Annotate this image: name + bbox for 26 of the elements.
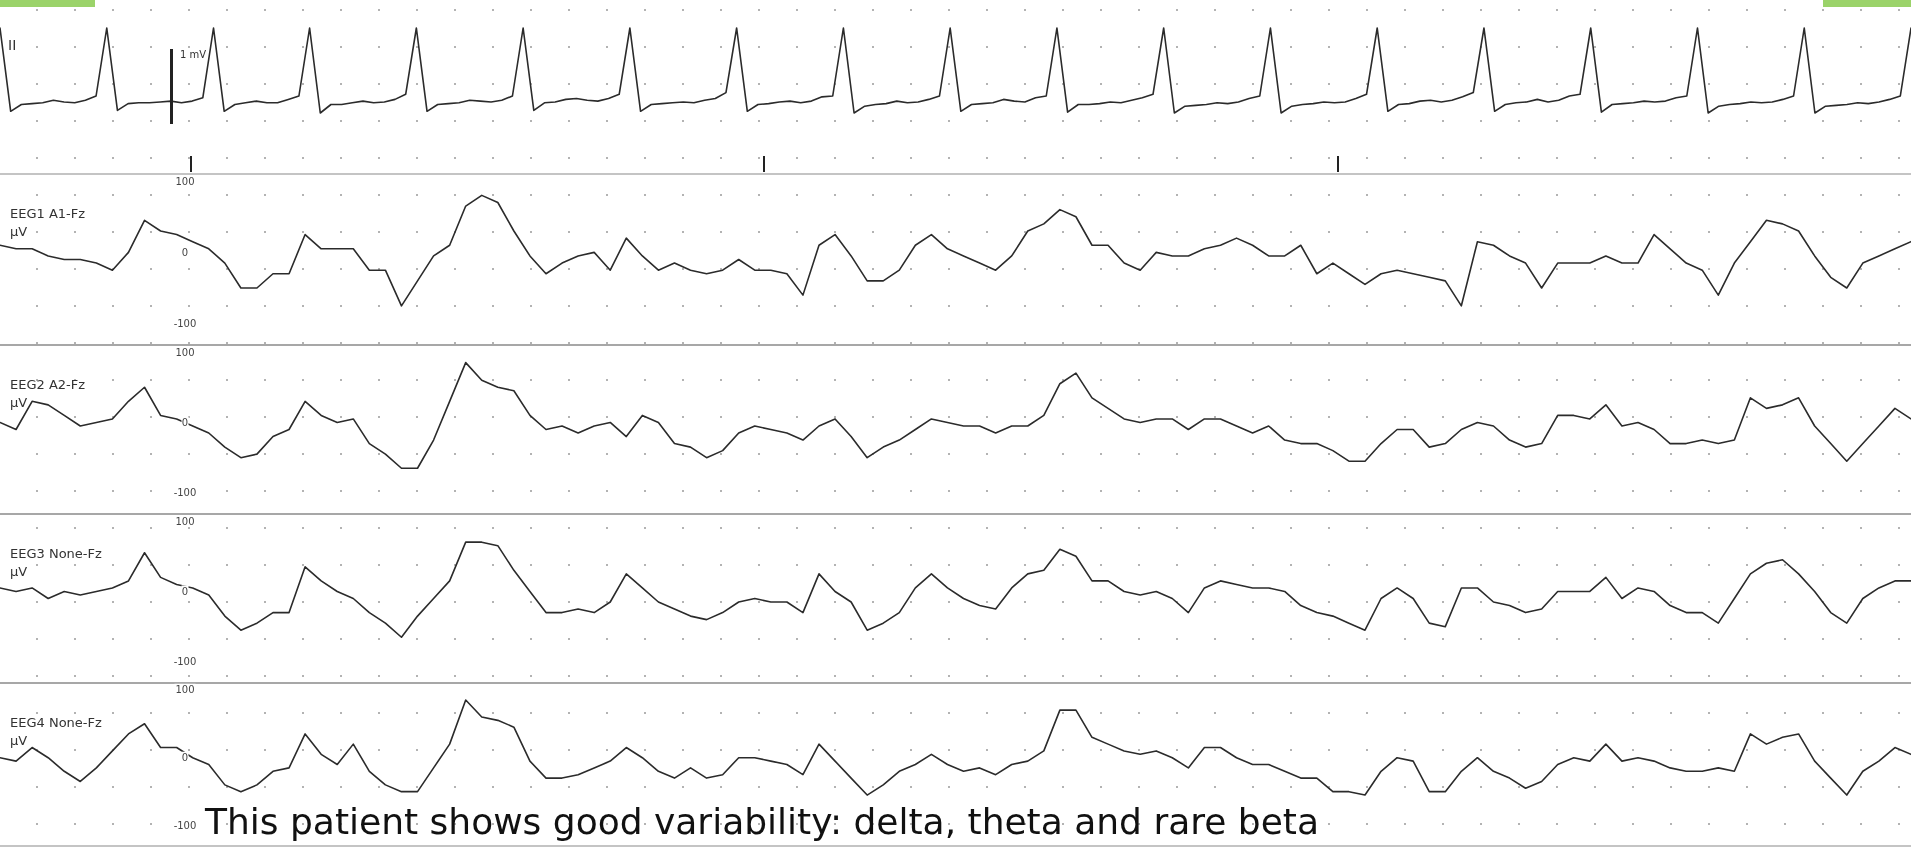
y-tick-label: 100 <box>175 346 195 358</box>
line-series <box>0 541 1911 639</box>
y-tick-label: 0 <box>181 416 189 428</box>
y-tick-label: -100 <box>173 318 197 330</box>
y-axis-title: µV <box>10 395 28 410</box>
text: EEG3 None-Fz <box>10 546 102 561</box>
y-axis-title: µV <box>10 564 28 579</box>
y-tick-label: 100 <box>175 175 195 187</box>
text: EEG4 None-Fz <box>10 715 102 730</box>
y-tick-label: 0 <box>181 585 189 597</box>
annotation: 1 mV <box>180 49 207 60</box>
annotation: This patient shows good variability: delta, theta and rare beta <box>204 801 1320 842</box>
text: II <box>8 37 17 53</box>
line-series <box>0 194 1911 307</box>
line-series <box>0 361 1911 470</box>
line-series <box>0 699 1911 796</box>
y-tick-label: -100 <box>173 487 197 499</box>
y-tick-label: 0 <box>181 246 189 258</box>
text: EEG1 A1-Fz <box>10 206 86 221</box>
text: EEG2 A2-Fz <box>10 377 86 392</box>
y-tick-label: 100 <box>175 515 195 527</box>
y-axis-title: µV <box>10 224 28 239</box>
y-tick-label: -100 <box>173 820 197 832</box>
y-axis-title: µV <box>10 733 28 748</box>
y-tick-label: -100 <box>173 656 197 668</box>
y-tick-label: 100 <box>175 684 195 696</box>
